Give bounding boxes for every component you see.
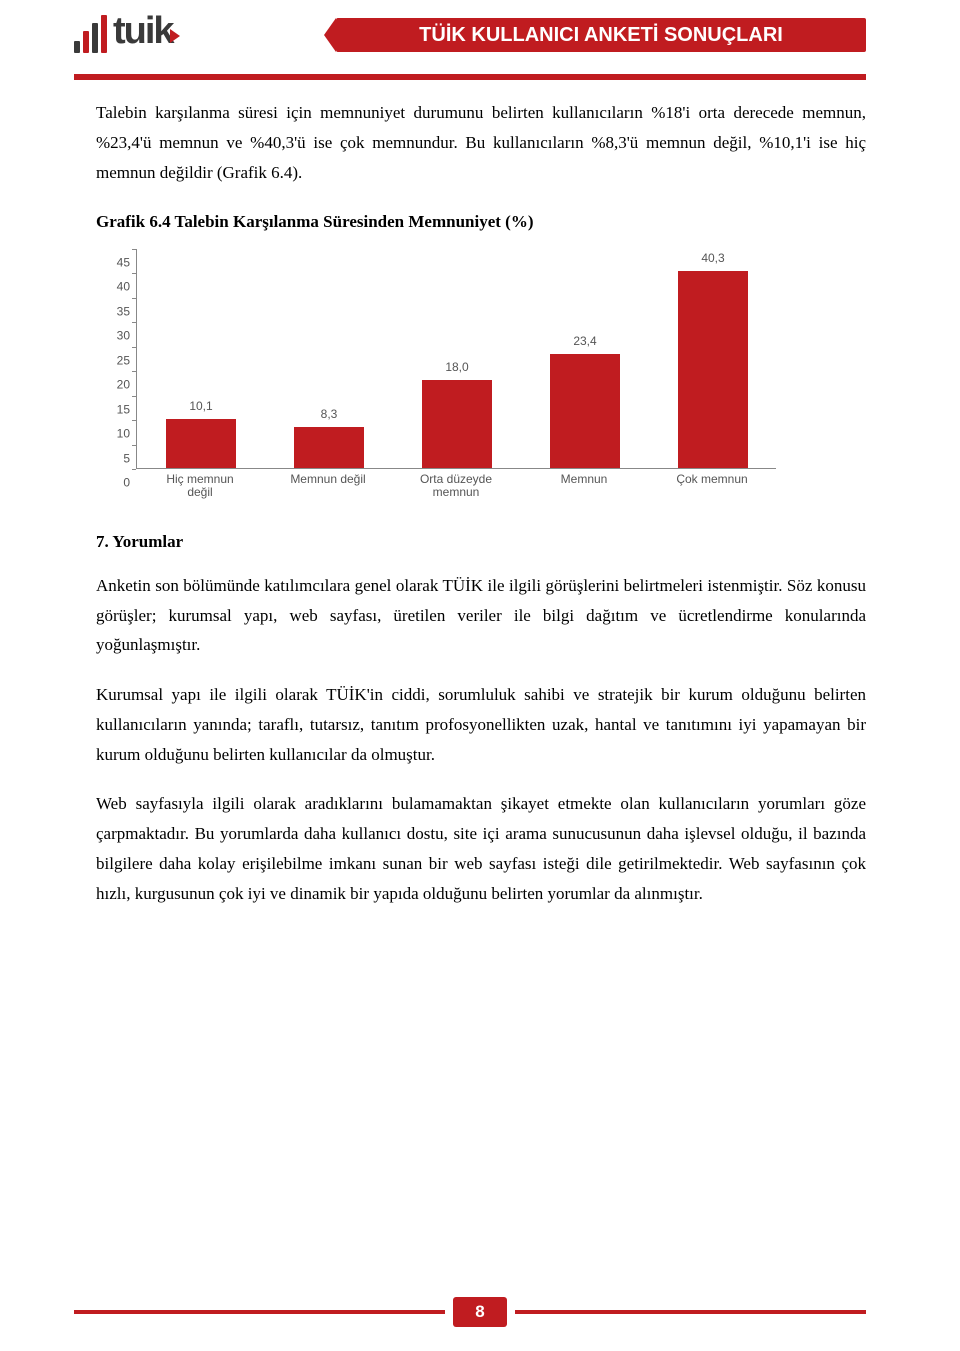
- chart-bar: 10,1: [166, 419, 236, 468]
- comments-para-1: Anketin son bölümünde katılımcılara gene…: [96, 571, 866, 660]
- comments-para-3: Web sayfasıyla ilgili olarak aradıkların…: [96, 789, 866, 908]
- chart-ytick-label: 10: [96, 424, 130, 445]
- chart-bar-value-label: 23,4: [550, 331, 620, 354]
- chart-bar-value-label: 10,1: [166, 396, 236, 419]
- chart-plot-area: 10,1 8,3 18,0 23,4 40,3: [136, 249, 776, 469]
- intro-paragraph: Talebin karşılanma süresi için memnuniye…: [96, 98, 866, 187]
- page-number: 8: [453, 1297, 507, 1327]
- header: tuik TÜİK KULLANICI ANKETİ SONUÇLARI: [0, 0, 960, 74]
- chart-ytick-label: 35: [96, 301, 130, 322]
- chart-ytick-label: 15: [96, 399, 130, 420]
- chart-bar-rect: [550, 354, 620, 468]
- chart-bar: 18,0: [422, 380, 492, 468]
- chart-bar-value-label: 18,0: [422, 357, 492, 380]
- chart-bar-rect: [166, 419, 236, 468]
- chart-bar-value-label: 8,3: [294, 404, 364, 427]
- logo-bar: [74, 41, 80, 53]
- chart-ytick-label: 5: [96, 448, 130, 469]
- chart-ytick-label: 20: [96, 375, 130, 396]
- footer-line-left: [74, 1310, 445, 1314]
- chart-bar-rect: [294, 427, 364, 468]
- logo-bar: [83, 31, 89, 53]
- chart-title: Grafik 6.4 Talebin Karşılanma Süresinden…: [96, 207, 866, 237]
- chart-bar-rect: [422, 380, 492, 468]
- chart-ytick-label: 30: [96, 326, 130, 347]
- chart-bar: 23,4: [550, 354, 620, 468]
- logo-bar: [92, 23, 98, 53]
- chart-xtick-label: Memnun: [529, 473, 639, 486]
- chart-bar-value-label: 40,3: [678, 248, 748, 271]
- comments-para-2: Kurumsal yapı ile ilgili olarak TÜİK'in …: [96, 680, 866, 769]
- chart-xtick-label: Orta düzeydememnun: [401, 473, 511, 499]
- chart-ytick-mark: [132, 469, 136, 470]
- logo-arrow-icon: [170, 29, 180, 43]
- logo-text: tuik: [113, 10, 173, 53]
- chart-bar: 40,3: [678, 271, 748, 468]
- chart-ytick-label: 45: [96, 253, 130, 274]
- satisfaction-chart: 0 5 10 15 20 25 30 35 40 45 10,1 8,3 18,0 23,4 40,3 H…: [96, 249, 796, 509]
- chart-ytick-label: 40: [96, 277, 130, 298]
- section-7-title: 7. Yorumlar: [96, 527, 866, 557]
- chart-bar-rect: [678, 271, 748, 468]
- chart-xtick-label: Memnun değil: [273, 473, 383, 486]
- chart-bar: 8,3: [294, 427, 364, 468]
- logo-bar: [101, 15, 107, 53]
- chart-ytick-label: 25: [96, 350, 130, 371]
- page-footer: 8: [0, 1299, 960, 1327]
- chart-xtick-label: Hiç memnundeğil: [145, 473, 255, 499]
- page-banner: TÜİK KULLANICI ANKETİ SONUÇLARI: [336, 18, 866, 52]
- chart-xtick-label: Çok memnun: [657, 473, 767, 486]
- chart-ytick-label: 0: [96, 473, 130, 494]
- logo-bars: [74, 15, 107, 53]
- footer-line-right: [515, 1310, 866, 1314]
- page-content: Talebin karşılanma süresi için memnuniye…: [0, 80, 960, 908]
- tuik-logo: tuik: [74, 10, 180, 53]
